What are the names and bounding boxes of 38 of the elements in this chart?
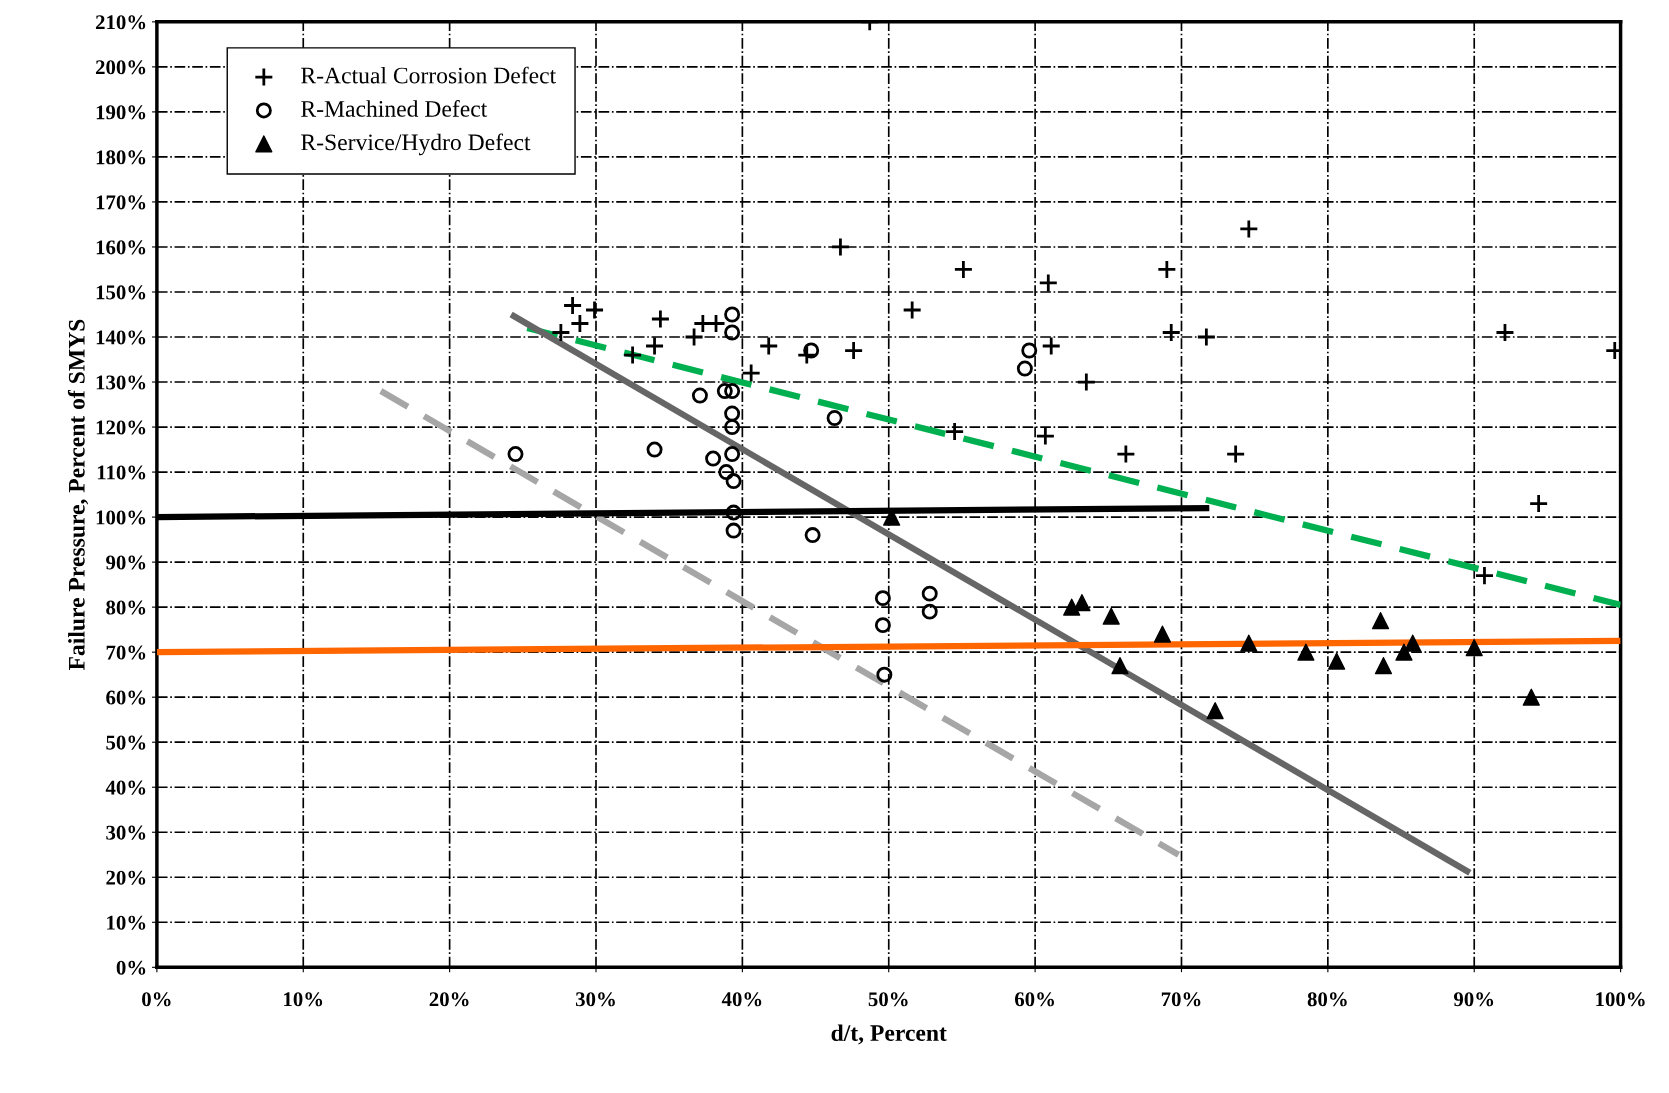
y-tick-label: 60% (106, 690, 146, 705)
y-tick-label: 160% (96, 240, 146, 255)
y-tick-label: 200% (95, 60, 146, 75)
y-tick-label: 110% (97, 465, 146, 480)
y-tick-label: 100% (96, 510, 146, 525)
x-tick-label: 60% (1014, 992, 1054, 1007)
legend-label: R-Machined Defect (301, 100, 488, 117)
y-tick-label: 40% (105, 780, 146, 795)
y-tick-label: 210% (95, 15, 146, 30)
y-tick-label: 150% (96, 285, 146, 300)
y-tick-label: 80% (106, 600, 146, 615)
y-axis-title: Failure Pressure, Percent of SMYS (67, 319, 89, 671)
y-tick-label: 130% (96, 375, 146, 390)
x-tick-label: 30% (575, 992, 615, 1007)
y-tick-label: 30% (106, 825, 146, 840)
y-tick-label: 10% (107, 915, 146, 930)
x-tick-label: 0% (142, 992, 171, 1007)
x-tick-label: 80% (1307, 992, 1347, 1007)
x-tick-label: 90% (1453, 992, 1494, 1007)
y-tick-label: 0% (116, 960, 146, 975)
legend-label: R-Service/Hydro Defect (301, 133, 531, 156)
legend-label: R-Actual Corrosion Defect (301, 66, 557, 84)
y-tick-label: 190% (96, 105, 146, 120)
x-tick-label: 50% (868, 992, 908, 1007)
x-tick-label: 70% (1161, 992, 1201, 1007)
y-tick-label: 140% (96, 330, 146, 345)
y-tick-label: 120% (96, 420, 146, 435)
y-tick-label: 170% (96, 195, 146, 210)
y-tick-label: 90% (106, 555, 146, 570)
x-tick-label: 20% (429, 992, 469, 1007)
y-tick-label: 180% (96, 150, 146, 165)
x-tick-label: 100% (1596, 992, 1645, 1007)
y-tick-label: 20% (106, 870, 146, 885)
y-tick-label: 50% (106, 735, 146, 750)
x-tick-label: 40% (721, 992, 762, 1007)
y-tick-label: 70% (106, 645, 146, 660)
x-tick-label: 10% (284, 992, 323, 1007)
x-axis-title: d/t, Percent (831, 1024, 947, 1045)
